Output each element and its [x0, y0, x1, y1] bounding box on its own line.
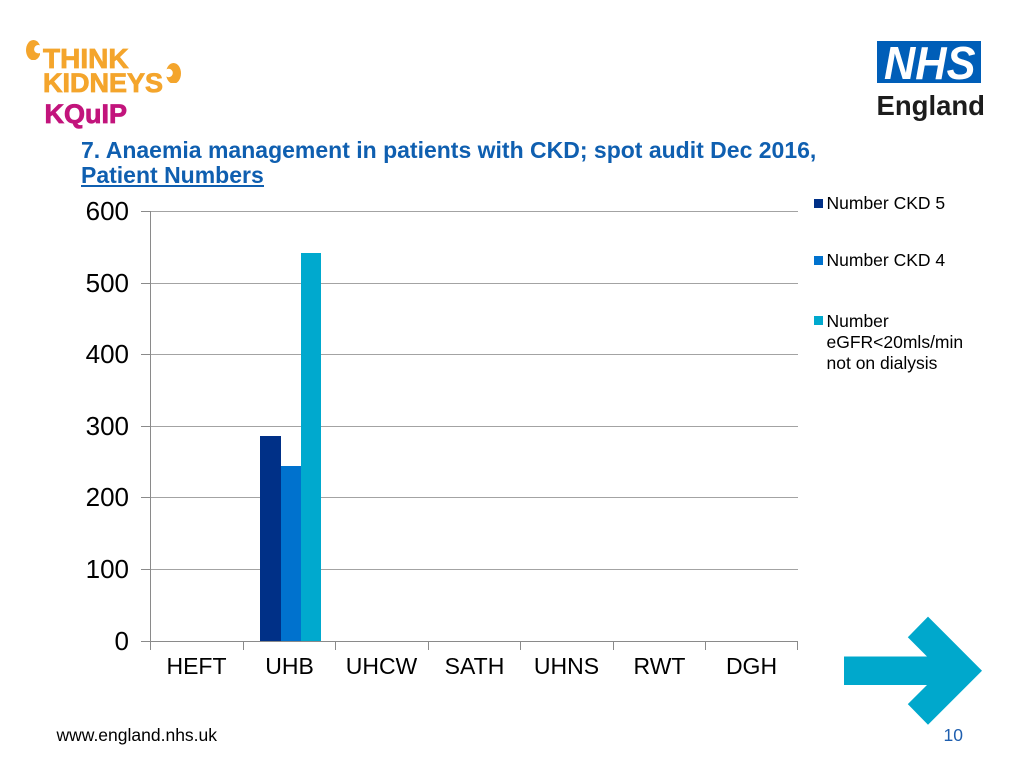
svg-text:NHS: NHS	[884, 41, 976, 83]
